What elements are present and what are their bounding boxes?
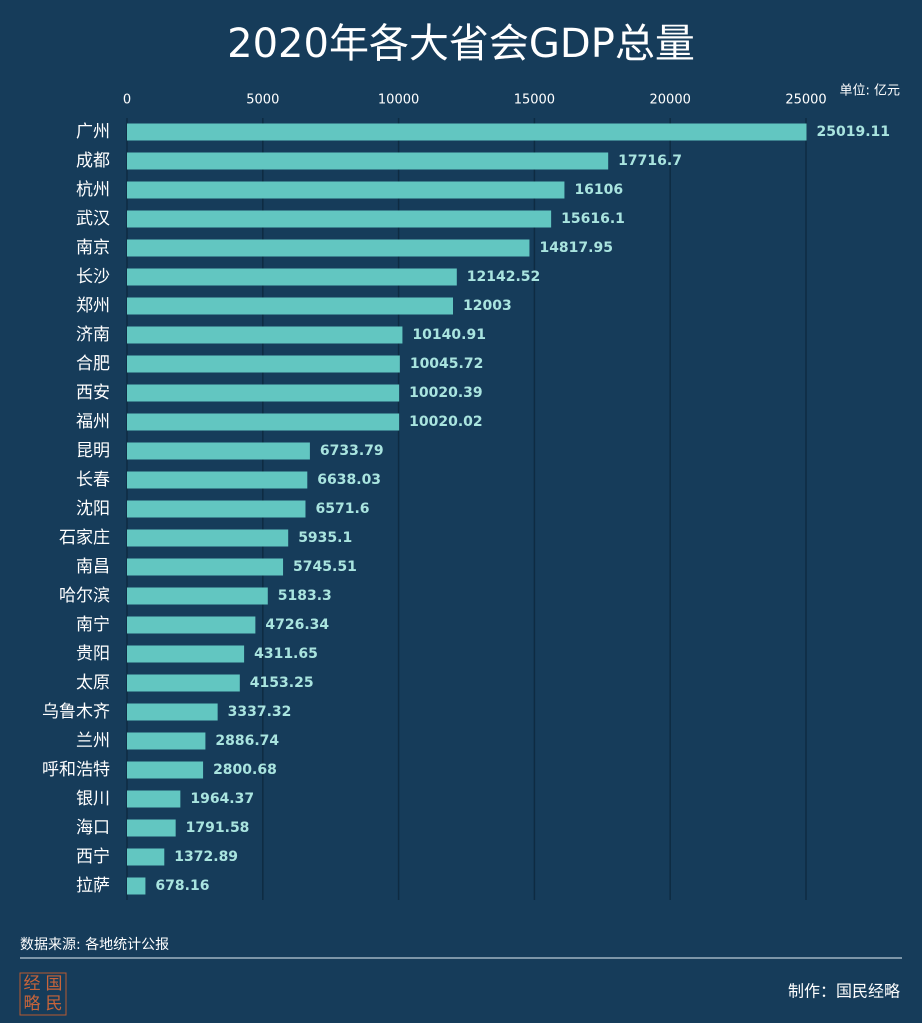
y-tick-label: 济南 <box>76 325 110 345</box>
logo-char: 民 <box>46 994 63 1014</box>
value-label: 16106 <box>574 182 623 198</box>
value-label: 6733.79 <box>320 443 384 459</box>
value-label: 5183.3 <box>278 588 332 604</box>
value-label: 17716.7 <box>618 153 682 169</box>
value-label: 10020.39 <box>409 385 483 401</box>
value-label: 2800.68 <box>213 762 277 778</box>
y-tick-label: 西安 <box>76 383 110 403</box>
bar <box>127 384 400 402</box>
bar <box>127 732 206 750</box>
bar <box>127 877 146 895</box>
value-label: 5935.1 <box>298 530 352 546</box>
value-label: 10020.02 <box>409 414 483 430</box>
y-tick-label: 郑州 <box>76 296 110 316</box>
value-label: 2886.74 <box>215 733 279 749</box>
bar <box>127 790 181 808</box>
value-label: 4726.34 <box>265 617 329 633</box>
x-tick-label: 5000 <box>246 93 279 108</box>
y-tick-label: 长沙 <box>76 267 110 287</box>
credit: 制作：国民经略 <box>788 982 900 1001</box>
y-tick-label: 南京 <box>76 238 110 258</box>
logo-char: 经 <box>24 974 41 994</box>
y-tick-label: 兰州 <box>76 731 110 751</box>
value-label: 10045.72 <box>410 356 484 372</box>
bar <box>127 297 454 315</box>
y-tick-label: 海口 <box>76 818 110 838</box>
bar <box>127 819 176 837</box>
bar <box>127 848 165 866</box>
y-tick-label: 长春 <box>76 470 110 490</box>
chart-title: 2020年各大省会GDP总量 <box>227 21 695 67</box>
bar <box>127 761 204 779</box>
bar <box>127 181 565 199</box>
logo-char: 略 <box>24 994 41 1014</box>
value-label: 1791.58 <box>186 820 250 836</box>
bar <box>127 703 218 721</box>
value-label: 678.16 <box>155 878 209 894</box>
y-tick-label: 拉萨 <box>76 876 110 896</box>
bar <box>127 355 400 373</box>
y-tick-label: 沈阳 <box>76 499 110 519</box>
y-tick-label: 贵阳 <box>76 644 110 664</box>
bar <box>127 616 256 634</box>
y-tick-label: 呼和浩特 <box>42 760 110 780</box>
value-label: 10140.91 <box>412 327 486 343</box>
value-label: 12142.52 <box>467 269 541 285</box>
x-tick-label: 10000 <box>378 93 419 108</box>
y-tick-label: 哈尔滨 <box>59 586 110 606</box>
value-label: 1372.89 <box>174 849 238 865</box>
logo-char: 国 <box>46 974 63 994</box>
x-tick-label: 20000 <box>650 93 691 108</box>
bar <box>127 413 400 431</box>
value-label: 12003 <box>463 298 512 314</box>
y-tick-label: 成都 <box>76 151 110 171</box>
bar <box>127 442 310 460</box>
bar <box>127 326 403 344</box>
bar <box>127 529 289 547</box>
value-label: 3337.32 <box>228 704 292 720</box>
y-tick-label: 南昌 <box>76 557 110 577</box>
y-tick-label: 南宁 <box>76 615 110 635</box>
y-tick-label: 西宁 <box>76 847 110 867</box>
value-label: 6638.03 <box>317 472 381 488</box>
y-tick-label: 广州 <box>76 122 110 142</box>
value-label: 5745.51 <box>293 559 357 575</box>
bar <box>127 123 807 141</box>
bar <box>127 500 306 518</box>
y-tick-label: 合肥 <box>76 354 110 374</box>
bar <box>127 210 552 228</box>
x-tick-label: 25000 <box>785 93 826 108</box>
y-tick-label: 杭州 <box>76 180 110 200</box>
value-label: 4311.65 <box>254 646 318 662</box>
value-label: 25019.11 <box>817 124 891 140</box>
bar <box>127 587 268 605</box>
bar <box>127 645 245 663</box>
bar <box>127 471 308 489</box>
y-tick-label: 太原 <box>76 673 110 693</box>
bar <box>127 268 457 286</box>
x-tick-label: 15000 <box>514 93 555 108</box>
y-tick-label: 昆明 <box>76 441 110 461</box>
y-tick-label: 福州 <box>76 412 110 432</box>
logo-frame <box>19 972 67 1016</box>
value-label: 4153.25 <box>250 675 314 691</box>
bar <box>127 558 284 576</box>
y-tick-label: 武汉 <box>76 209 110 229</box>
source: 数据来源: 各地统计公报 <box>20 937 169 953</box>
x-tick-label: 0 <box>123 93 131 108</box>
bar <box>127 239 530 257</box>
value-label: 6571.6 <box>315 501 369 517</box>
bar <box>127 152 609 170</box>
bar <box>127 674 240 692</box>
value-label: 15616.1 <box>561 211 625 227</box>
y-tick-label: 银川 <box>76 789 110 809</box>
unit-label: 单位: 亿元 <box>839 84 900 99</box>
value-label: 1964.37 <box>190 791 254 807</box>
y-tick-label: 石家庄 <box>59 528 110 548</box>
y-tick-label: 乌鲁木齐 <box>42 702 110 722</box>
value-label: 14817.95 <box>539 240 613 256</box>
